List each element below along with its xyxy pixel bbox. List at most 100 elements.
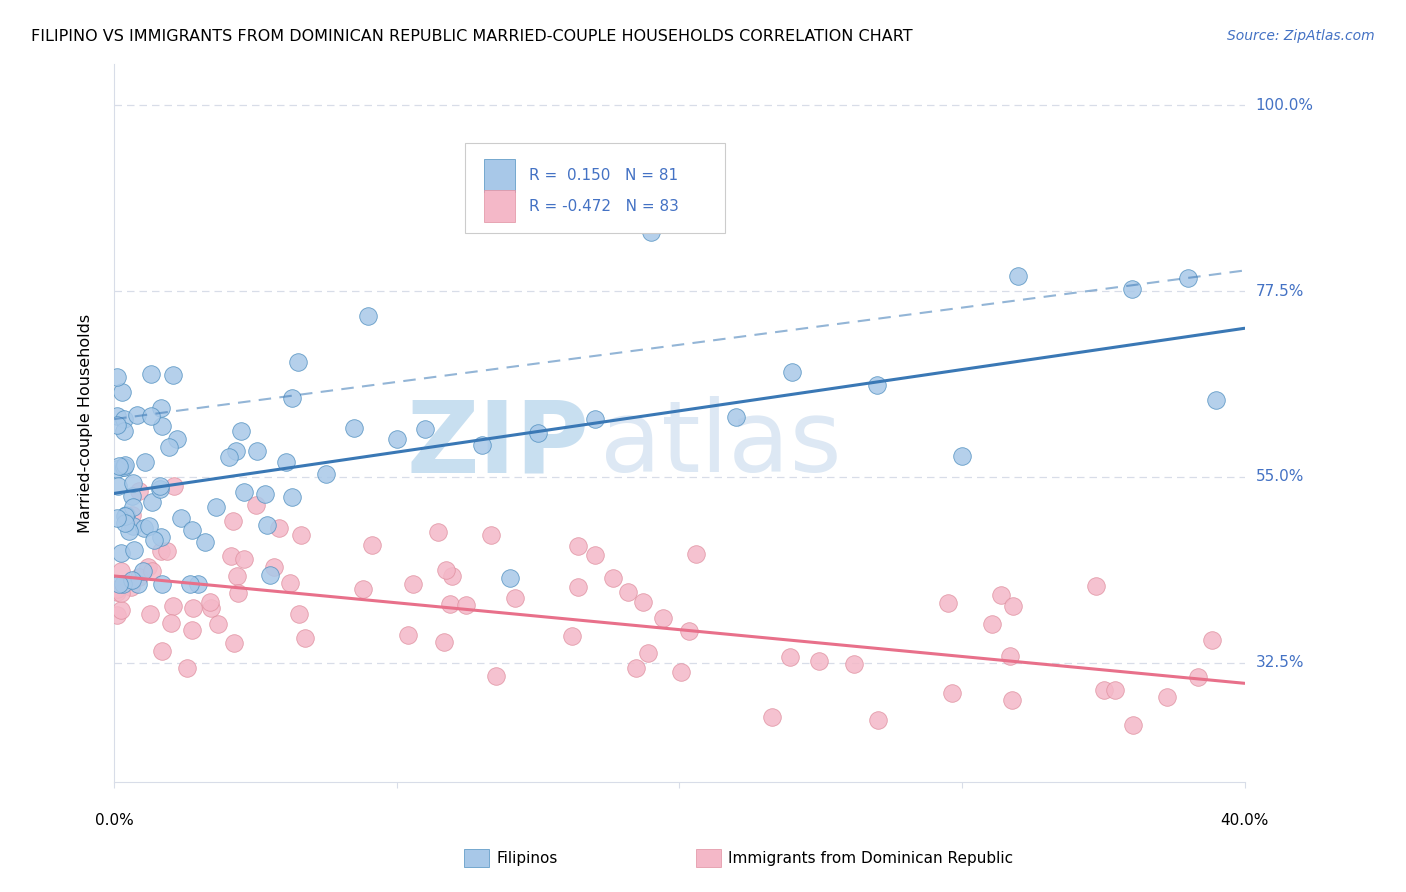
Point bbox=[162, 368, 184, 382]
Point bbox=[150, 577, 173, 591]
Point bbox=[1002, 599, 1025, 613]
Point bbox=[150, 543, 173, 558]
Point bbox=[426, 524, 449, 539]
Point bbox=[413, 422, 436, 436]
Point bbox=[205, 500, 228, 514]
Point bbox=[1122, 717, 1144, 731]
Point bbox=[157, 440, 180, 454]
Point bbox=[219, 549, 242, 564]
Point bbox=[114, 516, 136, 530]
Point bbox=[166, 432, 188, 446]
Point bbox=[637, 646, 659, 660]
Point bbox=[1001, 693, 1024, 707]
Text: 55.0%: 55.0% bbox=[1256, 469, 1303, 484]
Text: FILIPINO VS IMMIGRANTS FROM DOMINICAN REPUBLIC MARRIED-COUPLE HOUSEHOLDS CORRELA: FILIPINO VS IMMIGRANTS FROM DOMINICAN RE… bbox=[31, 29, 912, 44]
Point bbox=[866, 377, 889, 392]
Point bbox=[176, 661, 198, 675]
Point bbox=[640, 225, 662, 239]
Y-axis label: Married-couple Households: Married-couple Households bbox=[79, 314, 93, 533]
Point bbox=[226, 569, 249, 583]
Text: Immigrants from Dominican Republic: Immigrants from Dominican Republic bbox=[728, 851, 1014, 865]
Point bbox=[724, 409, 747, 424]
Point bbox=[108, 459, 131, 474]
Point bbox=[360, 538, 382, 552]
Text: Filipinos: Filipinos bbox=[496, 851, 558, 865]
Point bbox=[121, 573, 143, 587]
Point bbox=[290, 528, 312, 542]
Point bbox=[200, 601, 222, 615]
Text: 40.0%: 40.0% bbox=[1220, 813, 1268, 828]
Point bbox=[232, 552, 254, 566]
Point bbox=[143, 533, 166, 547]
Point bbox=[179, 577, 201, 591]
Point bbox=[1156, 690, 1178, 705]
Point bbox=[163, 479, 186, 493]
Point bbox=[499, 571, 522, 585]
Point bbox=[267, 521, 290, 535]
Point bbox=[583, 548, 606, 562]
Point bbox=[105, 582, 128, 596]
Point bbox=[108, 577, 131, 591]
Point bbox=[138, 518, 160, 533]
Point bbox=[263, 560, 285, 574]
Point bbox=[669, 665, 692, 680]
Point bbox=[990, 588, 1012, 602]
Point bbox=[287, 355, 309, 369]
Point bbox=[583, 411, 606, 425]
Point bbox=[278, 575, 301, 590]
Point bbox=[114, 458, 136, 472]
Point bbox=[110, 564, 132, 578]
Point bbox=[439, 597, 461, 611]
Point bbox=[141, 564, 163, 578]
Point bbox=[120, 580, 142, 594]
Point bbox=[981, 617, 1004, 632]
Point bbox=[112, 424, 135, 438]
Point bbox=[105, 409, 128, 424]
Point bbox=[950, 450, 973, 464]
Text: ZIP: ZIP bbox=[406, 396, 589, 493]
Point bbox=[479, 527, 502, 541]
Point bbox=[111, 577, 134, 591]
Point bbox=[181, 523, 204, 537]
Point bbox=[1104, 683, 1126, 698]
Point bbox=[433, 635, 456, 649]
Point bbox=[221, 514, 243, 528]
Point bbox=[294, 632, 316, 646]
Point bbox=[685, 547, 707, 561]
Point bbox=[121, 500, 143, 514]
Point bbox=[127, 577, 149, 591]
Point bbox=[866, 714, 889, 728]
Point bbox=[128, 484, 150, 499]
Point bbox=[567, 539, 589, 553]
Point bbox=[225, 444, 247, 458]
Point bbox=[105, 462, 128, 476]
Point bbox=[936, 596, 959, 610]
Point bbox=[107, 479, 129, 493]
Point bbox=[132, 520, 155, 534]
Point bbox=[105, 511, 128, 525]
Point bbox=[122, 543, 145, 558]
Point bbox=[118, 524, 141, 538]
Point bbox=[485, 669, 508, 683]
Point bbox=[136, 560, 159, 574]
Point bbox=[281, 490, 304, 504]
Point bbox=[187, 577, 209, 591]
Point bbox=[357, 309, 380, 323]
Point bbox=[315, 467, 337, 482]
Point bbox=[198, 595, 221, 609]
Point bbox=[1007, 269, 1029, 284]
Point bbox=[1201, 632, 1223, 647]
Point bbox=[105, 417, 128, 432]
Point bbox=[602, 571, 624, 585]
Point bbox=[527, 426, 550, 441]
Text: Source: ZipAtlas.com: Source: ZipAtlas.com bbox=[1227, 29, 1375, 43]
Point bbox=[998, 649, 1021, 664]
Text: 100.0%: 100.0% bbox=[1256, 98, 1313, 113]
Point bbox=[761, 710, 783, 724]
Point bbox=[631, 595, 654, 609]
Point bbox=[139, 367, 162, 381]
Point bbox=[288, 607, 311, 621]
Point bbox=[1187, 670, 1209, 684]
Point bbox=[1092, 683, 1115, 698]
Point bbox=[259, 567, 281, 582]
